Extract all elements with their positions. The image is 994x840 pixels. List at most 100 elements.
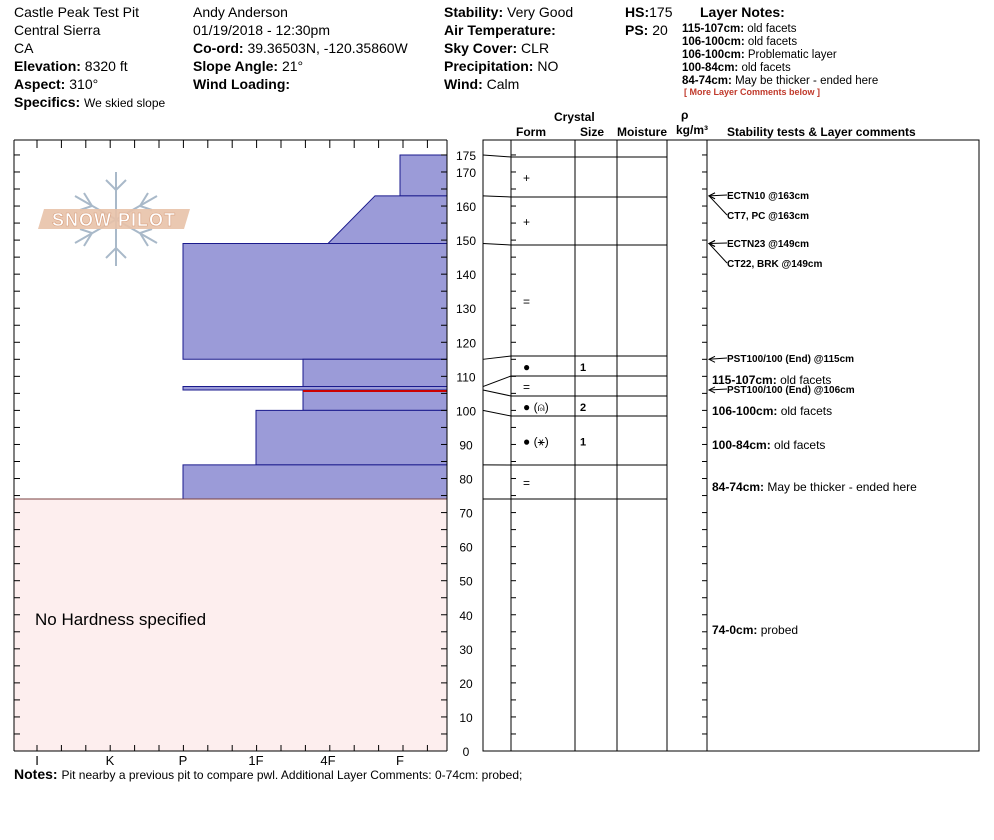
arrow-head-icon xyxy=(707,386,716,394)
stability-test-label: PST100/100 (End) @115cm xyxy=(727,354,854,365)
hardness-scale-label: K xyxy=(106,753,115,768)
grain-form: = xyxy=(523,476,530,490)
layer-connector xyxy=(482,389,512,397)
layer-connector xyxy=(482,154,512,158)
grain-form: ● xyxy=(523,360,530,374)
wind-loading: Wind Loading: xyxy=(193,76,291,92)
wind: Wind: Calm xyxy=(444,76,520,92)
test-arrow xyxy=(708,195,728,216)
more-layer-comments-link[interactable]: [ More Layer Comments below ] xyxy=(684,87,821,97)
hardness-bar xyxy=(399,154,448,197)
size-header: Size xyxy=(580,125,605,139)
layer-comment: 74-0cm: probed xyxy=(712,623,798,637)
grain-form: = xyxy=(523,380,530,394)
stability: Stability: Very Good xyxy=(444,4,574,20)
precipitation: Precipitation: NO xyxy=(444,58,559,74)
layer-comment: 115-107cm: old facets xyxy=(712,373,831,387)
hardness-bar xyxy=(182,464,448,500)
depth-tick-label: 140 xyxy=(456,268,476,282)
depth-tick-label: 50 xyxy=(459,575,473,589)
stability-test-label: ECTN10 @163cm xyxy=(727,191,809,202)
test-arrow xyxy=(708,243,728,264)
hardness-bar xyxy=(182,243,448,360)
depth-tick-label: 150 xyxy=(456,234,476,248)
form-header: Form xyxy=(516,125,546,139)
test-arrow xyxy=(708,357,728,360)
grain-form: + xyxy=(523,171,530,185)
arrow-head-icon xyxy=(707,355,716,363)
hardness-scale-label: 4F xyxy=(320,753,335,768)
depth-tick-label: 110 xyxy=(456,370,475,384)
stability-test-label: CT7, PC @163cm xyxy=(727,211,809,222)
hardness-scale-label: I xyxy=(35,753,39,768)
layer-note: 106-100cm: old facets xyxy=(682,36,798,48)
range-name: Central Sierra xyxy=(14,22,101,38)
depth-tick-label: 120 xyxy=(456,336,476,350)
layer-connector xyxy=(482,243,512,246)
hardness-bar xyxy=(182,386,448,391)
notes: Notes: Pit nearby a previous pit to comp… xyxy=(14,766,523,782)
slope-angle: Slope Angle: 21° xyxy=(193,58,304,74)
depth-tick-label: 70 xyxy=(459,507,473,521)
ps-value: PS: 20 xyxy=(625,22,668,38)
layer-comment: 100-84cm: old facets xyxy=(712,438,825,452)
layer-comment: 106-100cm: old facets xyxy=(712,404,832,418)
grain-form: + xyxy=(523,215,530,229)
stability-test-label: PST100/100 (End) @106cm xyxy=(727,385,855,396)
layer-connector xyxy=(482,409,512,417)
grain-form: ● (⚹) xyxy=(523,435,549,449)
depth-tick-label: 175 xyxy=(456,149,476,163)
depth-tick-label: 20 xyxy=(459,677,473,691)
depth-tick-label: 10 xyxy=(459,711,473,725)
state: CA xyxy=(14,40,34,56)
stability-test-label: ECTN23 @149cm xyxy=(727,239,809,250)
layer-connector xyxy=(482,375,512,388)
rho-header: ρ xyxy=(681,108,689,122)
grain-form: ● (⍝) xyxy=(523,400,549,414)
date-time: 01/19/2018 - 12:30pm xyxy=(193,22,330,38)
hs-value: HS:175 xyxy=(625,4,673,20)
grain-form: = xyxy=(523,295,530,309)
depth-tick-label: 130 xyxy=(456,302,476,316)
hardness-bar xyxy=(255,409,448,466)
layer-connector xyxy=(482,355,512,360)
layer-note: 84-74cm: May be thicker - ended here xyxy=(682,75,879,87)
layer-comment: 84-74cm: May be thicker - ended here xyxy=(712,480,917,494)
grain-size: 1 xyxy=(580,362,586,374)
hardness-scale-label: 1F xyxy=(248,753,263,768)
air-temperature: Air Temperature: xyxy=(444,22,556,38)
density-unit-header: kg/m³ xyxy=(676,123,709,137)
depth-tick-label: 160 xyxy=(456,200,476,214)
depth-tick-label: 80 xyxy=(459,473,473,487)
stability-test-label: CT22, BRK @149cm xyxy=(727,259,822,270)
hardness-scale-label: P xyxy=(179,753,188,768)
layer-note: 115-107cm: old facets xyxy=(682,23,797,35)
depth-tick-label: 60 xyxy=(459,541,473,555)
hardness-scale-label: F xyxy=(396,753,404,768)
test-arrow xyxy=(708,242,728,245)
test-arrow xyxy=(708,388,728,391)
depth-tick-label: 100 xyxy=(456,404,476,418)
sky-cover: Sky Cover: CLR xyxy=(444,40,550,56)
crystal-header: Crystal xyxy=(554,110,595,124)
snowpilot-logo: SNOW PILOT xyxy=(38,172,190,266)
grain-size: 1 xyxy=(580,437,586,449)
layer-table-frame xyxy=(482,139,980,752)
specifics: Specifics: We skied slope xyxy=(14,94,166,110)
layer-note: 106-100cm: Problematic layer xyxy=(682,49,837,61)
grain-size: 2 xyxy=(580,402,586,414)
depth-tick-label: 40 xyxy=(459,609,473,623)
stability-comments-header: Stability tests & Layer comments xyxy=(727,125,916,139)
no-hardness-region xyxy=(14,498,447,751)
elevation: Elevation: 8320 ft xyxy=(14,58,128,74)
hardness-bar xyxy=(302,389,448,411)
moisture-header: Moisture xyxy=(617,125,668,139)
depth-tick-label: 170 xyxy=(456,166,476,180)
arrow-head-icon xyxy=(707,240,716,247)
logo-text: SNOW PILOT xyxy=(52,210,176,230)
coordinates: Co-ord: 39.36503N, -120.35860W xyxy=(193,40,408,56)
depth-tick-label: 30 xyxy=(459,643,473,657)
no-hardness-label: No Hardness specified xyxy=(35,610,207,629)
observer: Andy Anderson xyxy=(193,4,288,20)
